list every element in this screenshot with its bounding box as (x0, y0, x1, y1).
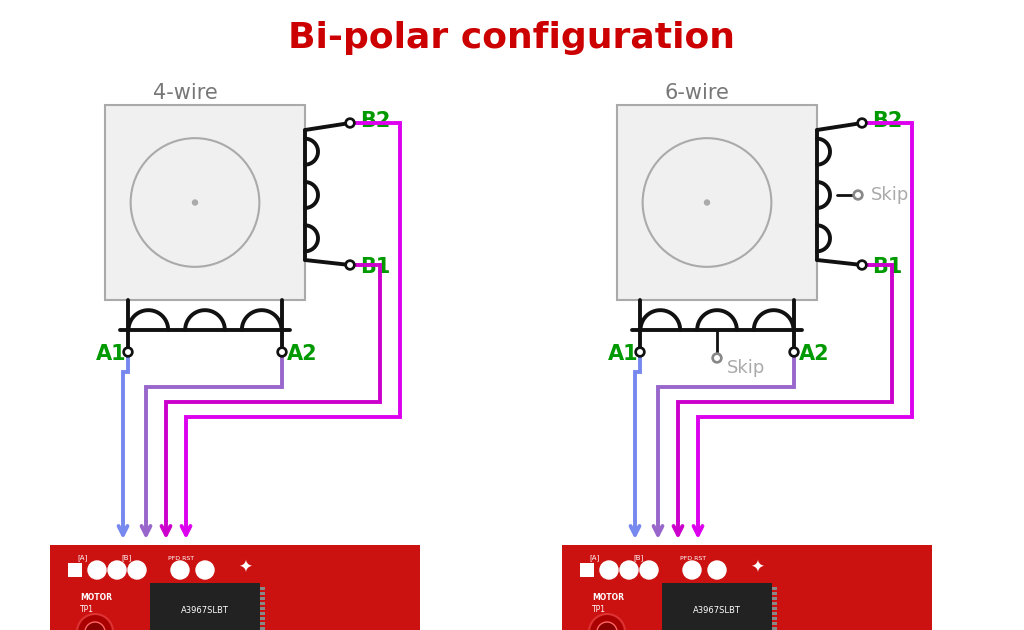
FancyBboxPatch shape (260, 617, 265, 620)
Circle shape (345, 118, 355, 128)
Circle shape (171, 561, 189, 579)
Circle shape (705, 200, 710, 205)
FancyBboxPatch shape (580, 563, 594, 577)
FancyBboxPatch shape (260, 622, 265, 625)
Text: Bi-polar configuration: Bi-polar configuration (289, 21, 735, 55)
FancyBboxPatch shape (617, 105, 817, 300)
FancyBboxPatch shape (260, 612, 265, 615)
FancyBboxPatch shape (772, 587, 777, 590)
Text: 4-wire: 4-wire (153, 83, 217, 103)
Circle shape (278, 347, 287, 357)
Text: PFD RST: PFD RST (168, 556, 195, 561)
Text: [A]: [A] (589, 554, 599, 561)
Circle shape (131, 138, 259, 267)
Text: ✦: ✦ (238, 559, 252, 577)
Text: A1: A1 (608, 344, 639, 364)
FancyBboxPatch shape (260, 607, 265, 610)
Text: A3967SLBT: A3967SLBT (181, 606, 229, 615)
Circle shape (196, 561, 214, 579)
Circle shape (715, 356, 719, 360)
Circle shape (193, 200, 198, 205)
FancyBboxPatch shape (50, 545, 420, 630)
Circle shape (280, 350, 285, 354)
Circle shape (643, 138, 771, 267)
FancyBboxPatch shape (772, 617, 777, 620)
Circle shape (708, 561, 726, 579)
FancyBboxPatch shape (772, 607, 777, 610)
Circle shape (860, 263, 864, 267)
Text: [B]: [B] (634, 554, 644, 561)
FancyBboxPatch shape (260, 627, 265, 630)
FancyBboxPatch shape (772, 597, 777, 600)
Text: B1: B1 (872, 257, 902, 277)
Text: [B]: [B] (122, 554, 132, 561)
Circle shape (345, 260, 355, 270)
Text: B2: B2 (360, 111, 390, 131)
Text: Skip: Skip (727, 359, 765, 377)
Text: MOTOR: MOTOR (80, 592, 112, 602)
Circle shape (638, 350, 642, 354)
Circle shape (126, 350, 130, 354)
FancyBboxPatch shape (772, 627, 777, 630)
Circle shape (790, 347, 799, 357)
Circle shape (348, 263, 352, 267)
Circle shape (600, 561, 618, 579)
Text: ✦: ✦ (750, 559, 764, 577)
Circle shape (857, 118, 867, 128)
FancyBboxPatch shape (662, 583, 772, 630)
Text: B1: B1 (360, 257, 390, 277)
Text: A2: A2 (287, 344, 317, 364)
Text: A3967SLBT: A3967SLBT (693, 606, 741, 615)
Circle shape (597, 622, 617, 630)
FancyBboxPatch shape (260, 592, 265, 595)
Text: TP1: TP1 (80, 605, 94, 614)
Circle shape (640, 561, 658, 579)
Circle shape (620, 561, 638, 579)
Text: [A]: [A] (77, 554, 87, 561)
Text: TP1: TP1 (592, 605, 606, 614)
FancyBboxPatch shape (260, 602, 265, 605)
Circle shape (77, 614, 113, 630)
Circle shape (860, 121, 864, 125)
Circle shape (635, 347, 645, 357)
Circle shape (792, 350, 797, 354)
Circle shape (856, 193, 860, 197)
FancyBboxPatch shape (772, 622, 777, 625)
FancyBboxPatch shape (260, 597, 265, 600)
Text: MOTOR: MOTOR (592, 592, 624, 602)
Circle shape (85, 622, 105, 630)
Circle shape (853, 190, 863, 200)
Circle shape (348, 121, 352, 125)
Circle shape (589, 614, 625, 630)
FancyBboxPatch shape (105, 105, 305, 300)
Text: A1: A1 (96, 344, 127, 364)
Circle shape (123, 347, 133, 357)
Text: PFD RST: PFD RST (680, 556, 707, 561)
Circle shape (128, 561, 146, 579)
Circle shape (683, 561, 701, 579)
FancyBboxPatch shape (562, 545, 932, 630)
Text: A2: A2 (799, 344, 829, 364)
FancyBboxPatch shape (150, 583, 260, 630)
Circle shape (88, 561, 106, 579)
Circle shape (857, 260, 867, 270)
FancyBboxPatch shape (260, 587, 265, 590)
FancyBboxPatch shape (772, 612, 777, 615)
Circle shape (712, 353, 722, 363)
Text: Skip: Skip (871, 186, 909, 204)
Circle shape (108, 561, 126, 579)
Text: 6-wire: 6-wire (665, 83, 729, 103)
FancyBboxPatch shape (772, 602, 777, 605)
FancyBboxPatch shape (68, 563, 82, 577)
FancyBboxPatch shape (772, 592, 777, 595)
Text: B2: B2 (872, 111, 902, 131)
